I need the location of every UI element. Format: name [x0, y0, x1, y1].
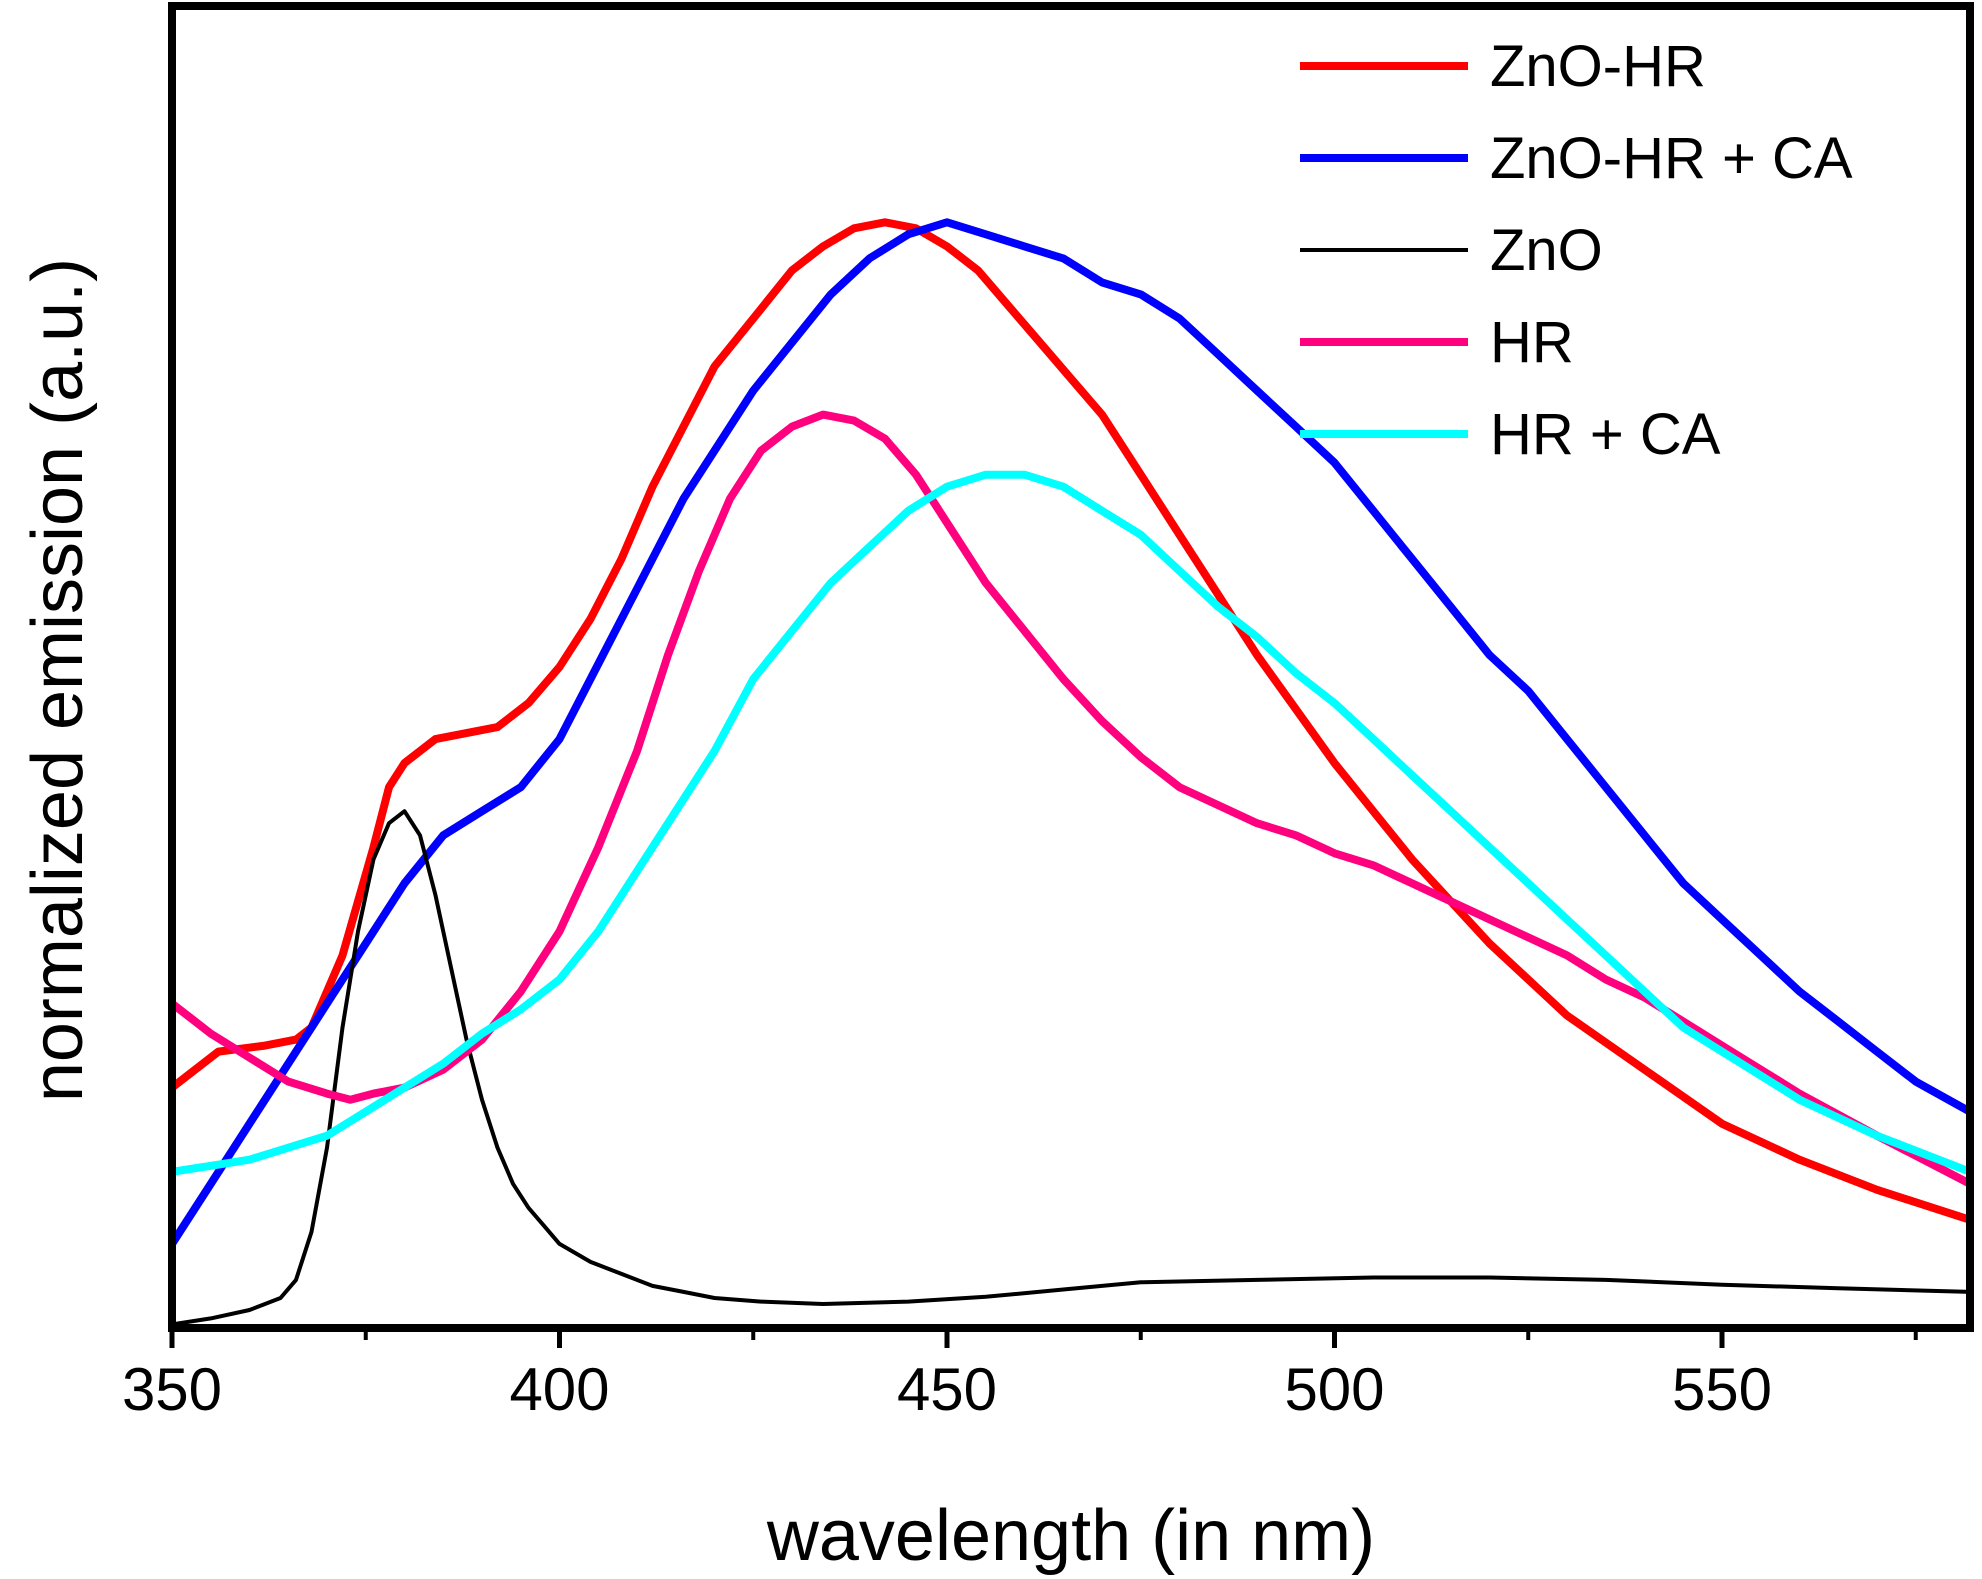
legend-item-zno-hr-ca: ZnO-HR + CA [1300, 126, 1853, 191]
x-tick-label: 450 [897, 1356, 997, 1423]
legend-item-zno: ZnO [1300, 218, 1603, 283]
legend-label: HR + CA [1490, 402, 1721, 467]
y-axis-label: normalized emission (a.u.) [18, 258, 98, 1102]
legend-label: ZnO-HR [1490, 34, 1706, 99]
series-line-hr [172, 410, 1970, 1188]
legend-label: HR [1490, 310, 1574, 375]
x-tick-label: 500 [1284, 1356, 1384, 1423]
legend-label: ZnO [1490, 218, 1603, 283]
plot-frame [168, 2, 1974, 1332]
legend-item-hr-ca: HR + CA [1300, 402, 1721, 467]
legend: ZnO-HR ZnO-HR + CA ZnO HR HR + CA [1300, 34, 1853, 467]
x-axis-ticks: 350 400 450 500 550 [122, 1328, 1918, 1423]
x-tick-label: 550 [1672, 1356, 1772, 1423]
legend-item-hr: HR [1300, 310, 1574, 375]
series-line-zno [172, 809, 1970, 1327]
series-line-zno-hr-ca [172, 218, 1970, 1248]
series-layer [172, 218, 1970, 1327]
legend-label: ZnO-HR + CA [1490, 126, 1853, 191]
series-line-hr-ca [172, 470, 1970, 1176]
x-tick-label: 400 [509, 1356, 609, 1423]
x-tick-label: 350 [122, 1356, 222, 1423]
x-axis-label: wavelength (in nm) [766, 1496, 1375, 1576]
legend-item-zno-hr: ZnO-HR [1300, 34, 1706, 99]
